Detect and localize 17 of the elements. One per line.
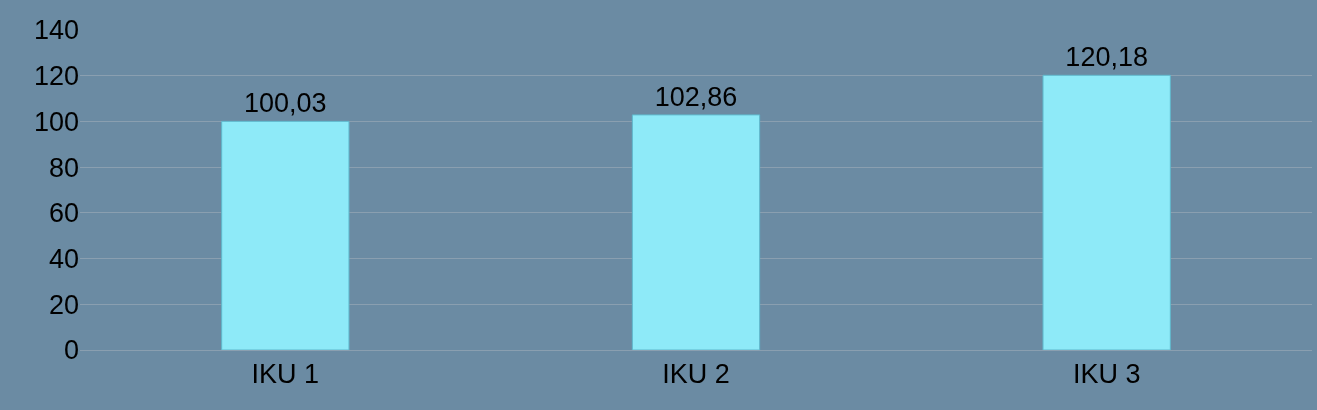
y-tick-label: 100 — [33, 106, 79, 137]
x-tick-label: IKU 2 — [662, 359, 730, 390]
y-tick-label: 40 — [48, 244, 79, 275]
data-label: 120,18 — [1065, 42, 1148, 73]
x-tick-label: IKU 3 — [1072, 359, 1141, 390]
bar — [221, 120, 350, 350]
y-tick-label: 0 — [63, 335, 79, 366]
y-tick-label: 60 — [48, 198, 79, 229]
y-tick-label: 120 — [33, 61, 79, 92]
bar — [1042, 74, 1171, 350]
bar — [631, 114, 761, 350]
x-tick-label: IKU 1 — [251, 359, 320, 390]
y-tick-label: 80 — [48, 152, 79, 183]
y-tick-label: 20 — [48, 289, 79, 320]
data-label: 100,03 — [244, 88, 327, 119]
data-label: 102,86 — [654, 81, 738, 112]
y-tick-label: 140 — [33, 15, 79, 46]
